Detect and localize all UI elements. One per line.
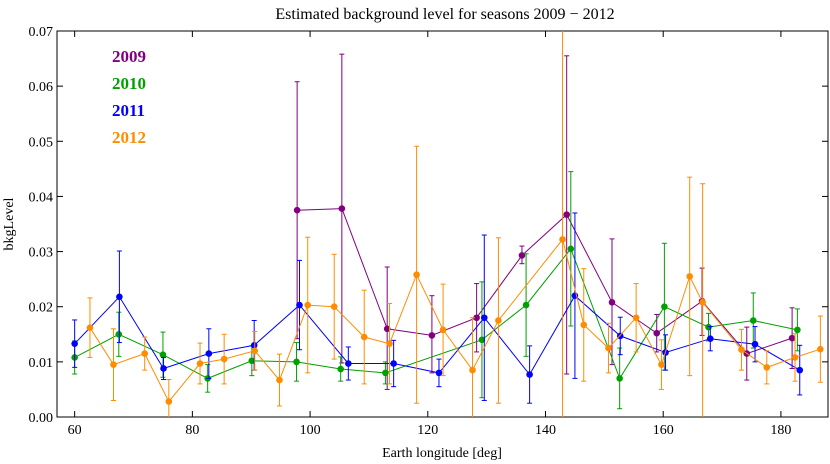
data-point xyxy=(276,376,283,384)
series-line-2010 xyxy=(74,247,798,380)
data-point xyxy=(115,330,123,338)
data-point xyxy=(160,365,167,372)
data-point xyxy=(251,347,259,355)
data-point xyxy=(580,321,588,329)
data-point xyxy=(360,333,368,341)
data-point xyxy=(220,355,228,363)
data-point xyxy=(661,303,668,311)
y-axis-label: bkgLevel xyxy=(2,197,17,250)
data-point xyxy=(338,205,346,212)
data-point xyxy=(428,332,436,339)
data-point xyxy=(330,303,338,311)
data-point xyxy=(296,301,303,309)
data-point xyxy=(658,361,665,368)
data-point xyxy=(686,273,693,280)
data-point xyxy=(518,252,526,259)
data-point xyxy=(751,340,759,348)
series-2011 xyxy=(71,212,804,404)
data-point xyxy=(390,360,397,367)
x-tick-label: 120 xyxy=(417,423,438,438)
data-point xyxy=(473,314,480,322)
x-tick-label: 180 xyxy=(770,423,791,438)
data-point xyxy=(567,245,575,253)
legend: 2009 2010 2011 2012 xyxy=(112,47,146,147)
data-point xyxy=(788,334,796,342)
data-point xyxy=(605,344,612,352)
data-point xyxy=(559,236,566,243)
data-point xyxy=(522,301,530,309)
data-point xyxy=(469,366,476,374)
data-point xyxy=(293,358,300,366)
data-point xyxy=(293,206,301,214)
y-tick-label: 0.00 xyxy=(29,411,54,426)
x-tick-label: 140 xyxy=(535,423,556,438)
series-line-2009 xyxy=(297,208,793,355)
data-point xyxy=(337,365,344,373)
data-point xyxy=(413,271,420,279)
data-point xyxy=(250,342,258,349)
x-tick-label: 100 xyxy=(300,423,321,438)
data-point xyxy=(791,354,799,361)
data-point xyxy=(141,350,148,357)
data-point xyxy=(749,317,757,324)
data-series xyxy=(71,31,824,417)
data-point xyxy=(382,369,389,377)
y-tick-label: 0.02 xyxy=(29,301,54,316)
data-point xyxy=(706,335,714,342)
data-point xyxy=(439,326,447,334)
y-tick-label: 0.03 xyxy=(29,246,54,261)
data-point xyxy=(480,314,488,322)
data-point xyxy=(86,324,94,331)
legend-entry-2010: 2010 xyxy=(112,74,146,93)
series-2009 xyxy=(293,53,796,390)
data-point xyxy=(386,340,393,347)
plot-frame xyxy=(56,30,829,418)
data-point xyxy=(796,366,804,374)
data-point xyxy=(435,369,443,377)
series-line-2011 xyxy=(74,294,800,376)
legend-entry-2011: 2011 xyxy=(112,101,145,120)
data-point xyxy=(763,364,771,371)
data-point xyxy=(616,375,623,382)
legend-entry-2009: 2009 xyxy=(112,47,146,66)
data-point xyxy=(205,350,213,357)
chart-title: Estimated background level for seasons 2… xyxy=(275,6,614,23)
legend-entry-2012: 2012 xyxy=(112,128,146,147)
data-point xyxy=(71,340,78,347)
data-point xyxy=(248,357,256,365)
data-point xyxy=(563,211,570,218)
x-axis-label: Earth longitude [deg] xyxy=(382,446,502,461)
x-tick-label: 160 xyxy=(653,423,674,438)
data-point xyxy=(116,293,123,301)
data-point xyxy=(526,371,533,378)
data-point xyxy=(383,325,391,333)
y-tick-label: 0.01 xyxy=(29,356,54,371)
data-point xyxy=(653,329,661,337)
data-point xyxy=(738,346,745,354)
data-point xyxy=(345,360,352,367)
data-point xyxy=(699,299,706,306)
data-point xyxy=(608,299,616,306)
y-tick-label: 0.05 xyxy=(29,135,54,150)
y-tick-label: 0.07 xyxy=(29,25,54,40)
data-point xyxy=(165,398,173,405)
y-tick-label: 0.04 xyxy=(29,190,54,205)
x-tick-label: 80 xyxy=(185,423,199,438)
series-2012 xyxy=(86,31,824,417)
data-point xyxy=(632,314,640,322)
series-2010 xyxy=(71,171,801,410)
data-point xyxy=(794,326,801,334)
x-tick-label: 60 xyxy=(68,423,82,438)
y-tick-label: 0.06 xyxy=(29,80,54,95)
data-point xyxy=(196,360,204,367)
data-point xyxy=(304,301,312,309)
data-point xyxy=(478,336,486,344)
data-point xyxy=(495,317,502,324)
data-point xyxy=(110,361,117,368)
data-point xyxy=(705,323,712,331)
data-point xyxy=(817,345,824,353)
data-point xyxy=(159,351,167,358)
axis-ticks: 60 80 100 120 140 160 180 0.00 0.01 0.02 0.03 0.04 0… xyxy=(29,25,828,438)
